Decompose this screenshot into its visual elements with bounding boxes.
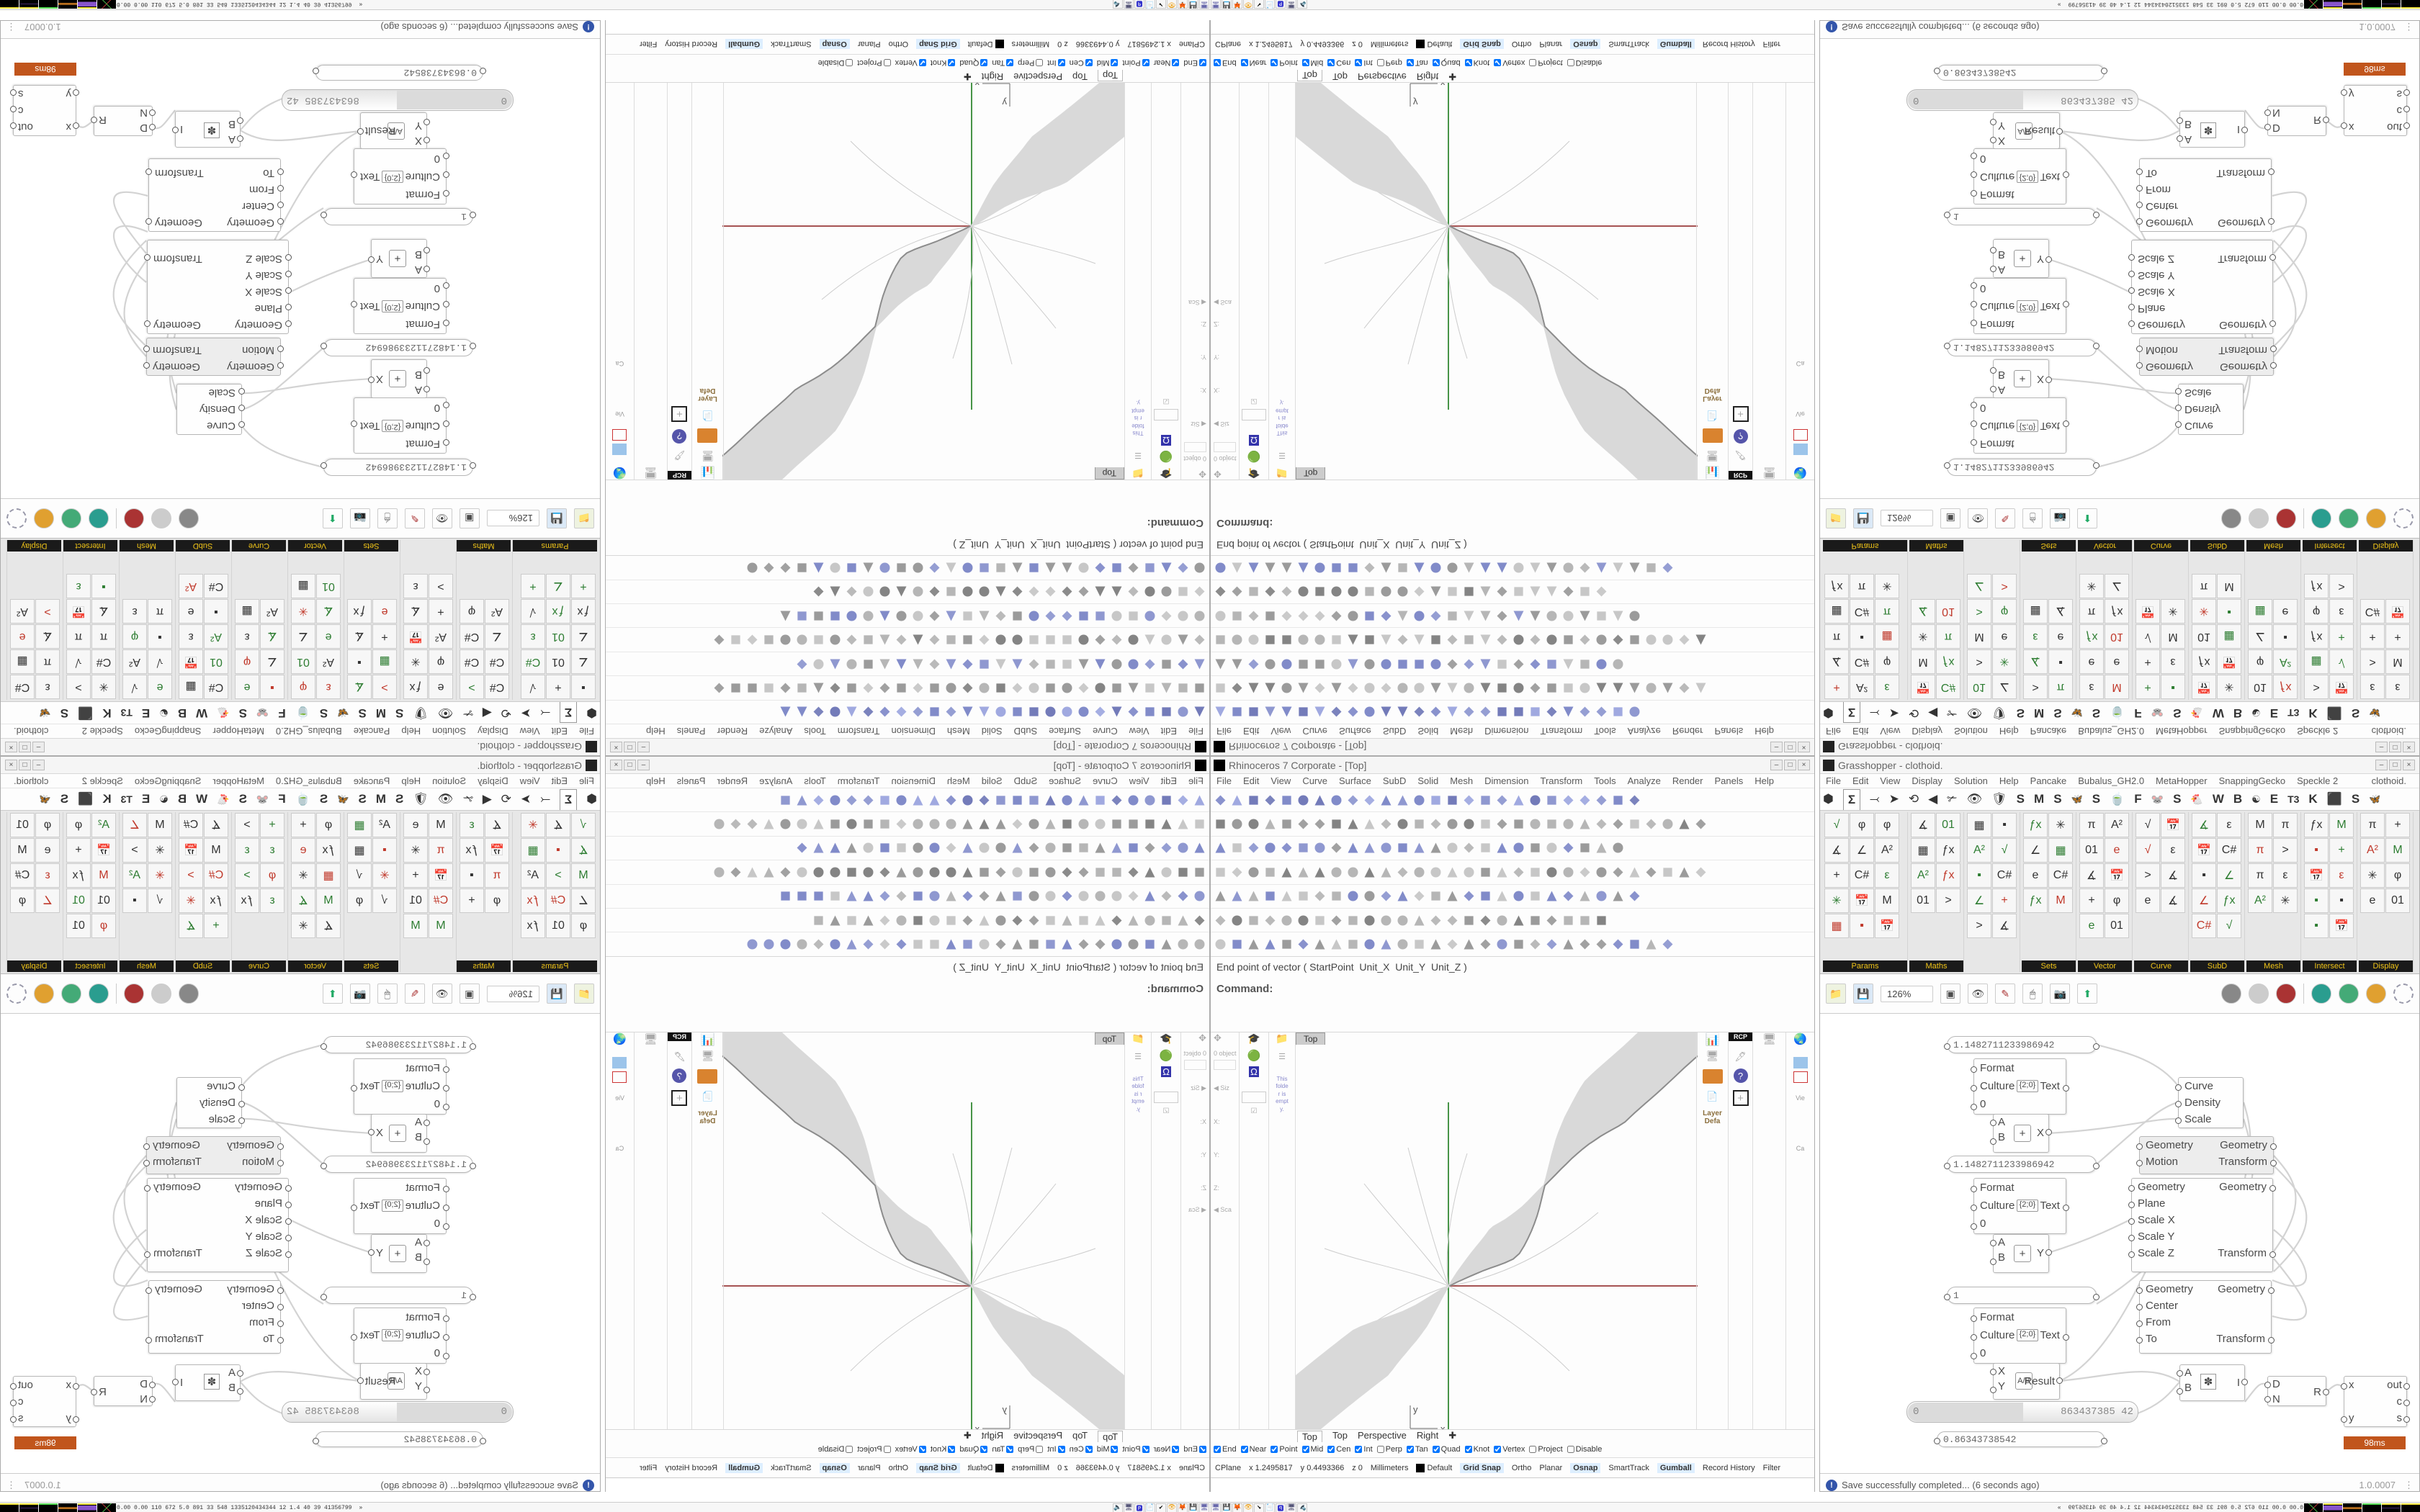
svg-text:x: x [974,1423,980,1430]
svg-text:y: y [1002,97,1007,107]
svg-text:x: x [1440,1423,1446,1430]
svg-text:y: y [1002,1405,1007,1415]
svg-text:y: y [1413,1405,1418,1415]
svg-text:x: x [974,82,980,89]
svg-text:x: x [1440,82,1446,89]
svg-text:y: y [1413,97,1418,107]
